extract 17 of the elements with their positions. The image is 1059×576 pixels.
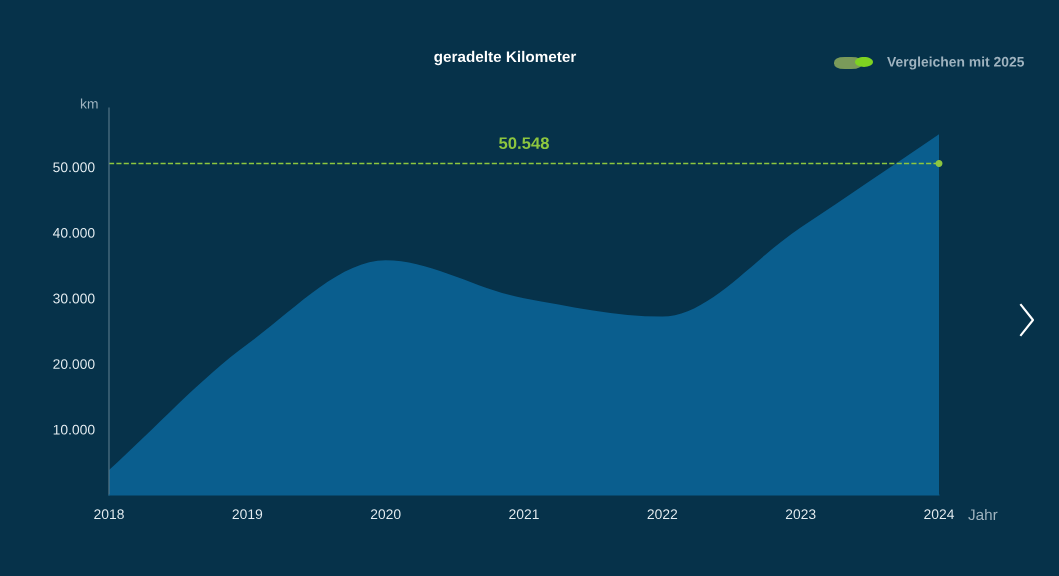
y-axis-title: km [80, 98, 98, 109]
x-tick-label: 2020 [370, 509, 401, 520]
x-tick-label: 2024 [924, 509, 955, 520]
y-tick-label: 40.000 [52, 227, 95, 238]
ref-line-label: 50.548 [499, 137, 549, 150]
x-tick-label: 2021 [509, 509, 539, 520]
x-tick-label: 2019 [232, 509, 263, 520]
text: Vergleichen mit 2025 [887, 56, 1025, 70]
y-tick-label: 10.000 [53, 424, 95, 435]
x-tick-label: 2018 [94, 509, 124, 520]
x-axis-title: Jahr [968, 508, 998, 521]
y-tick-label: 50.000 [53, 162, 95, 173]
y-tick-label: 30.000 [53, 293, 95, 304]
chart-title: geradelte Kilometer [434, 50, 577, 66]
x-tick-label: 2022 [647, 509, 678, 520]
x-tick-label: 2023 [785, 509, 816, 520]
y-tick-label: 20.000 [53, 359, 95, 369]
